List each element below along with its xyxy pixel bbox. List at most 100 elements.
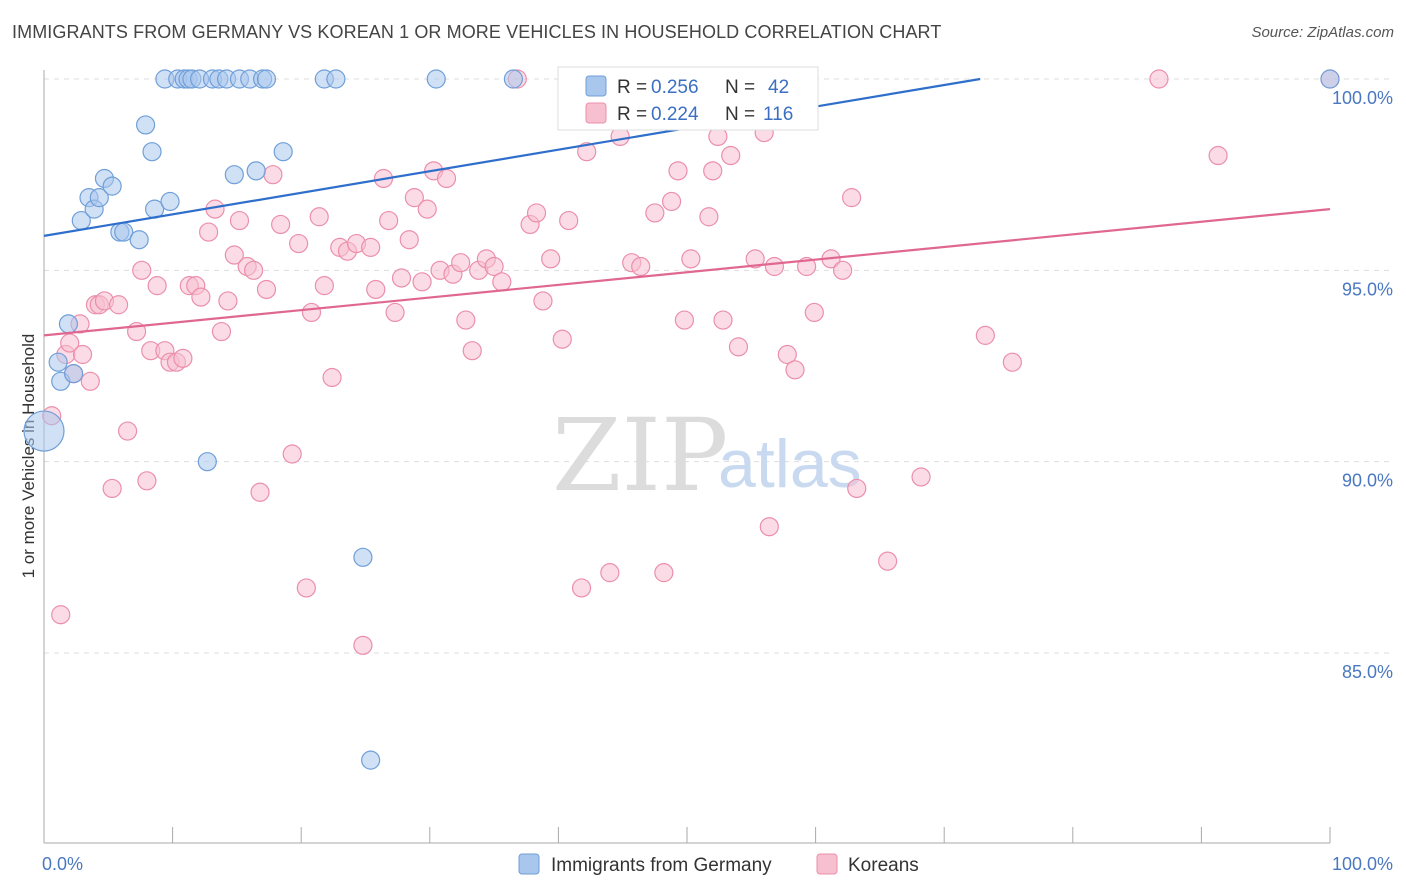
source-label: Source: ZipAtlas.com bbox=[1251, 24, 1394, 41]
data-point bbox=[436, 168, 457, 189]
data-point bbox=[426, 69, 446, 89]
x-tick-labels: 0.0% 100.0% bbox=[42, 854, 1393, 874]
trend-line-koreans bbox=[43, 208, 1331, 337]
data-point bbox=[48, 352, 68, 372]
watermark: ZIP atlas bbox=[552, 397, 862, 514]
data-point bbox=[244, 260, 264, 280]
data-point bbox=[1320, 69, 1340, 89]
data-point bbox=[645, 203, 665, 223]
data-point bbox=[173, 348, 193, 368]
data-point bbox=[229, 210, 250, 231]
data-point bbox=[147, 276, 167, 296]
data-point bbox=[353, 635, 373, 655]
data-point bbox=[975, 325, 995, 345]
data-point bbox=[451, 253, 471, 273]
data-point bbox=[699, 207, 719, 227]
watermark-zip: ZIP bbox=[552, 397, 728, 514]
data-point bbox=[326, 69, 346, 89]
data-point bbox=[571, 578, 592, 598]
data-point bbox=[764, 256, 785, 277]
data-point bbox=[314, 276, 334, 296]
data-point bbox=[878, 551, 898, 571]
data-point bbox=[681, 249, 701, 269]
data-point bbox=[668, 161, 688, 181]
data-point bbox=[703, 161, 723, 181]
legend-r-label-koreans: R = bbox=[617, 104, 647, 125]
data-point bbox=[301, 302, 322, 323]
data-point bbox=[391, 268, 412, 288]
data-point bbox=[108, 295, 129, 315]
data-point bbox=[842, 188, 862, 208]
legend-n-label-germany: N = bbox=[725, 77, 755, 98]
legend-swatch-germany bbox=[585, 75, 607, 97]
data-point bbox=[777, 344, 797, 365]
data-point bbox=[631, 256, 651, 277]
data-point bbox=[533, 291, 553, 311]
chart-title: IMMIGRANTS FROM GERMANY VS KOREAN 1 OR M… bbox=[12, 22, 942, 42]
data-point bbox=[385, 302, 405, 323]
data-point bbox=[847, 478, 867, 499]
data-point bbox=[456, 310, 476, 330]
data-point bbox=[361, 750, 381, 770]
data-point bbox=[462, 341, 482, 361]
y-tick-label: 85.0% bbox=[1342, 662, 1393, 682]
bottom-legend-label-germany: Immigrants from Germany bbox=[551, 855, 772, 876]
data-point bbox=[1002, 352, 1022, 372]
data-point bbox=[197, 452, 217, 472]
data-point bbox=[785, 360, 805, 380]
y-tick-label: 90.0% bbox=[1342, 471, 1393, 491]
data-point bbox=[412, 272, 432, 292]
y-tick-label: 95.0% bbox=[1342, 279, 1393, 299]
watermark-atlas: atlas bbox=[718, 426, 862, 502]
data-point bbox=[191, 287, 211, 307]
data-point bbox=[745, 249, 765, 269]
data-point bbox=[72, 344, 93, 365]
data-point bbox=[102, 176, 122, 196]
data-point bbox=[503, 69, 523, 89]
data-point bbox=[129, 230, 149, 250]
data-point bbox=[137, 471, 157, 491]
data-point bbox=[63, 364, 84, 384]
data-point bbox=[728, 337, 749, 357]
x-tick-label: 100.0% bbox=[1332, 854, 1393, 874]
data-point bbox=[23, 410, 65, 452]
data-point bbox=[559, 210, 579, 231]
data-point bbox=[804, 302, 824, 323]
data-point bbox=[404, 188, 424, 208]
data-point bbox=[661, 191, 682, 212]
data-point bbox=[322, 367, 342, 388]
data-point bbox=[102, 478, 122, 499]
legend-n-label-koreans: N = bbox=[725, 104, 755, 125]
data-point bbox=[250, 482, 270, 502]
data-point bbox=[417, 199, 437, 219]
data-point bbox=[296, 578, 316, 598]
y-axis-label: 1 or more Vehicles in Household bbox=[19, 334, 38, 579]
data-point bbox=[713, 310, 733, 330]
data-point bbox=[492, 272, 512, 292]
data-point bbox=[309, 207, 329, 227]
data-point bbox=[256, 69, 277, 89]
data-point bbox=[399, 230, 419, 250]
data-point bbox=[211, 321, 232, 342]
legend-r-value-koreans: 0.224 bbox=[651, 104, 699, 125]
data-point bbox=[246, 161, 266, 181]
data-point bbox=[289, 233, 309, 254]
x-ticks bbox=[43, 827, 1331, 843]
data-point bbox=[1208, 145, 1228, 166]
bottom-legend-label-koreans: Koreans bbox=[848, 855, 919, 876]
data-point bbox=[577, 142, 597, 162]
data-point bbox=[89, 188, 109, 208]
data-point bbox=[1149, 69, 1169, 89]
data-point bbox=[142, 142, 162, 162]
data-point bbox=[263, 165, 283, 185]
data-point bbox=[552, 329, 572, 349]
y-tick-label: 100.0% bbox=[1332, 88, 1393, 108]
data-point bbox=[721, 145, 741, 166]
legend-r-value-germany: 0.256 bbox=[651, 77, 699, 98]
data-point bbox=[911, 467, 931, 487]
stats-legend: R = 0.256 N = 42 R = 0.224 N = 116 bbox=[557, 66, 819, 131]
legend-r-label-germany: R = bbox=[617, 77, 647, 98]
data-point bbox=[132, 260, 152, 280]
data-point bbox=[256, 279, 277, 300]
